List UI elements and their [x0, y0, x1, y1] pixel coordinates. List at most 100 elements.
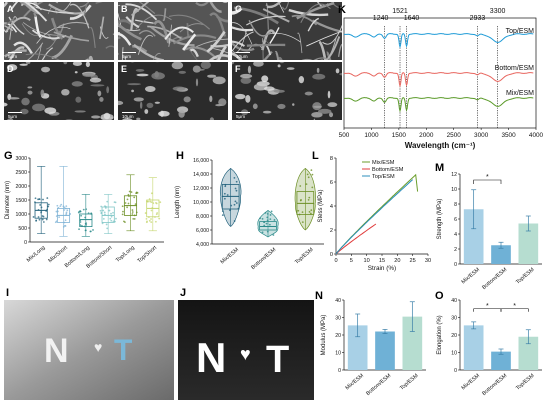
sem-fiber — [23, 2, 44, 18]
sem-image-a: A 5μm — [4, 2, 114, 60]
sem-fiber — [246, 15, 286, 26]
data-point — [150, 201, 153, 204]
x-tick-label: Top/ESM — [399, 373, 420, 392]
sem-fiber — [133, 43, 165, 60]
y-tick-label: 2 — [454, 247, 457, 253]
data-point — [56, 210, 59, 213]
y-tick-label: 500 — [18, 226, 27, 232]
sem-fiber — [4, 49, 27, 58]
sem-particle — [292, 103, 295, 106]
sem-fiber — [105, 45, 114, 49]
data-point — [126, 206, 129, 209]
data-point — [63, 206, 66, 209]
sem-particle — [172, 86, 186, 91]
significance-star: * — [486, 303, 489, 310]
data-point — [99, 209, 102, 212]
sem-fiber — [13, 41, 33, 55]
sem-particle — [262, 110, 272, 114]
sem-fiber — [4, 28, 9, 33]
x-tick-label: 15 — [379, 258, 385, 264]
data-point — [308, 210, 311, 213]
data-point — [65, 205, 68, 208]
sem-particle — [135, 69, 145, 72]
panel-letter-h: H — [176, 150, 184, 162]
data-point — [233, 203, 236, 206]
data-point — [148, 198, 151, 200]
x-tick-label: Bottom/ESM — [481, 373, 508, 397]
data-point — [233, 220, 236, 222]
sem-panel-letter: D — [7, 64, 14, 74]
data-point — [224, 183, 227, 186]
sem-fiber — [135, 19, 154, 24]
scale-bar — [236, 52, 250, 53]
sem-panel-letter: A — [7, 4, 14, 14]
sem-fiber — [4, 24, 14, 32]
data-point — [39, 204, 42, 206]
bar — [375, 331, 395, 370]
data-point — [229, 209, 231, 212]
sem-particle — [178, 110, 185, 118]
y-tick-label: 2000 — [15, 184, 27, 190]
data-point — [80, 214, 83, 217]
sem-particle — [122, 118, 133, 120]
scale-bar-label: 5μm — [8, 54, 18, 59]
data-point — [154, 216, 156, 218]
legend-label: Mix/ESM — [372, 160, 395, 166]
sem-particle — [151, 72, 165, 80]
data-point — [47, 203, 50, 206]
sem-particle — [32, 103, 46, 112]
sem-fiber — [313, 57, 332, 60]
data-point — [237, 207, 240, 210]
sem-particle — [144, 109, 149, 114]
data-point — [32, 216, 35, 218]
data-point — [146, 200, 149, 203]
data-point — [297, 209, 300, 212]
scale-bar-label: 5μm — [236, 114, 246, 119]
peak-label: 2933 — [470, 15, 486, 22]
data-point — [269, 218, 272, 220]
data-point — [127, 202, 130, 205]
sem-particle — [311, 111, 323, 118]
data-point — [90, 212, 93, 215]
sem-texture — [4, 2, 114, 60]
sem-texture — [232, 2, 342, 60]
sem-fiber — [232, 30, 247, 53]
data-point — [130, 191, 133, 193]
data-point — [115, 217, 117, 220]
data-point — [301, 221, 304, 224]
data-point — [121, 213, 124, 216]
data-point — [148, 219, 151, 222]
data-point — [37, 198, 39, 201]
sem-fiber — [5, 16, 31, 33]
chart-m-strength-bar: 0 2 4 6 8 10 12 Strength (MPa) Mix/ESM Bottom/ESM… — [437, 172, 542, 291]
sem-image-b: B 5μm — [118, 2, 228, 60]
data-point — [37, 216, 40, 218]
data-point — [105, 223, 108, 226]
sem-fiber — [25, 53, 60, 60]
x-tick-label: Mix/ESM — [461, 373, 482, 392]
data-point — [100, 212, 103, 215]
chart-g-diameter-box: 0 500 1000 1500 2000 2500 3000 Diameter (nm) Mix… — [5, 156, 164, 270]
photo-panel-i: N ♥ T — [4, 300, 174, 400]
sem-fiber — [4, 2, 8, 8]
data-point — [307, 199, 310, 201]
scale-bar-label: 10μm — [236, 54, 248, 59]
data-point — [235, 189, 238, 192]
sem-fiber — [232, 41, 255, 52]
data-point — [133, 214, 136, 217]
data-point — [104, 205, 106, 208]
data-point — [38, 198, 41, 201]
data-point — [158, 217, 161, 220]
data-point — [224, 185, 227, 188]
data-point — [301, 211, 304, 214]
data-point — [135, 192, 138, 195]
sem-texture — [232, 62, 342, 120]
sem-fiber — [232, 52, 243, 60]
photo-i-letter-n: N — [44, 332, 69, 370]
x-tick-label: 3500 — [501, 132, 516, 139]
sem-fiber — [153, 52, 161, 60]
y-tick-label: 6 — [330, 180, 333, 186]
sem-particle — [7, 118, 14, 120]
data-point — [134, 203, 137, 205]
data-point — [66, 209, 69, 212]
